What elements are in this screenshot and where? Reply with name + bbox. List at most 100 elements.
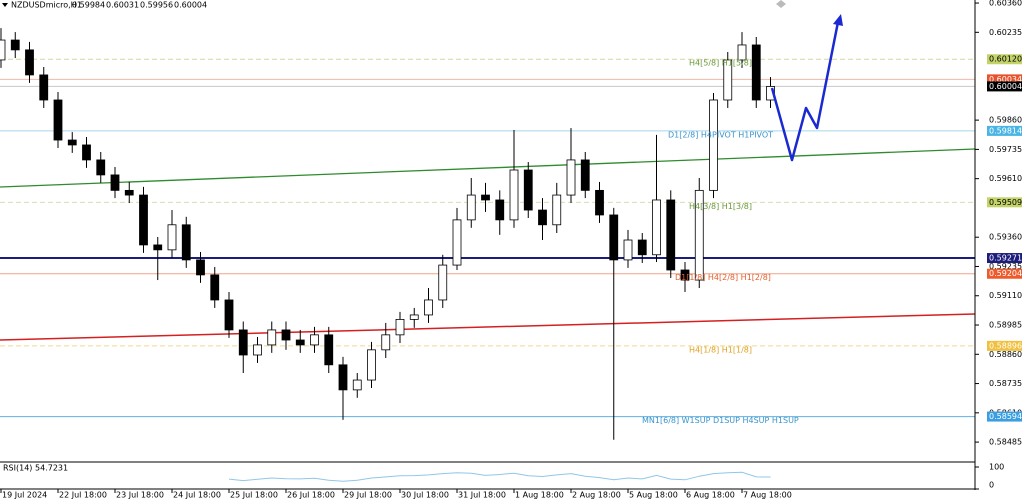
candle-body xyxy=(367,349,376,381)
candle-body xyxy=(253,344,262,356)
candle-body xyxy=(281,329,291,341)
y-tick-label: 0.59360 xyxy=(989,233,1022,242)
candle-body xyxy=(167,224,177,251)
y-tick-label: 0.59735 xyxy=(989,145,1022,154)
header-ohlc: 0.59984 0.60031 0.59956 0.60004 xyxy=(72,1,207,10)
level-annotation: D1[1/8] H4[2/8] H1[2/8] xyxy=(675,273,771,282)
candle-body xyxy=(595,189,604,216)
candle-body xyxy=(409,314,419,320)
candle-body xyxy=(67,139,77,146)
candle-body xyxy=(580,159,590,191)
candle-body xyxy=(438,264,448,301)
candle-body xyxy=(723,59,733,101)
x-tick-label: 26 Jul 18:00 xyxy=(287,491,335,500)
x-tick-label: 24 Jul 18:00 xyxy=(173,491,221,500)
x-tick-label: 19 Jul 2024 xyxy=(2,491,47,500)
x-tick-label: 1 Aug 18:00 xyxy=(515,491,564,500)
level-box xyxy=(987,411,1022,422)
candle-body xyxy=(153,244,163,251)
candles xyxy=(0,28,775,440)
level-annotation: H4[3/8] H1[3/8] xyxy=(689,202,752,211)
level-label: 0.60034 xyxy=(989,75,1022,84)
level-annotation: MN1[6/8] W1SUP D1SUP H4SUP H1SUP xyxy=(642,416,799,425)
level-box xyxy=(987,197,1022,208)
candle-body xyxy=(666,199,676,271)
candle-body xyxy=(538,209,547,226)
candle-body xyxy=(267,329,277,346)
x-tick-label: 29 Jul 18:00 xyxy=(344,491,392,500)
candle-body xyxy=(694,189,704,281)
forecast-arrow xyxy=(770,21,840,162)
level-annotation: H4[1/8] H1[1/8] xyxy=(689,345,752,354)
candle-body xyxy=(424,299,433,316)
level-label: 0.59509 xyxy=(989,198,1022,207)
y-tick-label: 0.60360 xyxy=(989,0,1022,8)
y-tick-label: 0.59860 xyxy=(989,116,1022,125)
level-box xyxy=(987,253,1022,264)
candle-body xyxy=(680,269,690,281)
candle-body xyxy=(381,334,391,351)
candle-body xyxy=(737,44,747,61)
candle-body xyxy=(39,74,49,101)
arrow-head xyxy=(833,14,843,26)
candle-body xyxy=(181,224,191,261)
level-label: 0.60120 xyxy=(989,55,1022,64)
level-box xyxy=(987,81,1022,92)
y-tick-label: 0.58485 xyxy=(989,438,1022,447)
candle-body xyxy=(53,99,63,141)
candle-body xyxy=(310,334,319,346)
candle-body xyxy=(352,379,362,391)
menu-arrow[interactable] xyxy=(2,3,8,7)
rsi-line xyxy=(228,471,771,482)
x-tick-label: 22 Jul 18:00 xyxy=(59,491,107,500)
candle-body xyxy=(324,334,334,366)
candle-body xyxy=(295,339,305,346)
candle-body xyxy=(110,174,120,191)
x-tick-label: 7 Aug 18:00 xyxy=(743,491,792,500)
x-tick-label: 5 Aug 18:00 xyxy=(629,491,678,500)
x-tick-label: 6 Aug 18:00 xyxy=(686,491,735,500)
y-tick-label: 0.58860 xyxy=(989,350,1022,359)
level-box xyxy=(987,125,1022,136)
level-label: 0.58896 xyxy=(989,341,1022,350)
level-label: 0.59814 xyxy=(989,126,1022,135)
candle-body xyxy=(96,159,106,176)
y-tick-label: 0.59235 xyxy=(989,262,1022,271)
level-box xyxy=(987,74,1022,85)
header-value: 0.59956 xyxy=(140,1,173,10)
marker xyxy=(776,0,786,8)
candle-body xyxy=(139,194,148,246)
header-value: 0.59984 xyxy=(72,1,105,10)
candle-body xyxy=(82,144,91,161)
candle-body xyxy=(452,219,462,266)
candle-body xyxy=(124,189,134,196)
candle-body xyxy=(509,169,519,221)
level-annotation: D1[2/8] H4PIVOT H1PIVOT xyxy=(668,130,773,139)
candle-body xyxy=(224,299,234,331)
x-tick-label: 31 Jul 18:00 xyxy=(458,491,506,500)
rsi-panel: 100 0 xyxy=(228,463,1004,490)
symbol-title: NZDUSDmicro,H1 xyxy=(11,1,82,10)
candle-body xyxy=(637,239,647,256)
candle-body xyxy=(652,199,661,256)
candle-body xyxy=(523,169,533,211)
candle-body xyxy=(0,39,6,61)
level-box xyxy=(987,268,1022,279)
candle-body xyxy=(481,194,490,201)
level-box xyxy=(987,54,1022,65)
candle-body xyxy=(609,214,619,261)
candle-body xyxy=(10,39,20,51)
rsi-tick-label: 0 xyxy=(989,481,994,490)
y-tick-label: 0.58985 xyxy=(989,321,1022,330)
x-tick-label: 30 Jul 18:00 xyxy=(401,491,449,500)
rsi-value: 54.7231 xyxy=(35,464,68,473)
candle-body xyxy=(495,199,505,221)
x-tick-label: 2 Aug 18:00 xyxy=(572,491,621,500)
y-tick-label: 0.59110 xyxy=(989,291,1022,300)
rsi-label: RSI(14) xyxy=(3,464,32,473)
level-box xyxy=(987,340,1022,351)
y-tick-label: 0.60235 xyxy=(989,28,1022,37)
candle-body xyxy=(395,318,405,336)
